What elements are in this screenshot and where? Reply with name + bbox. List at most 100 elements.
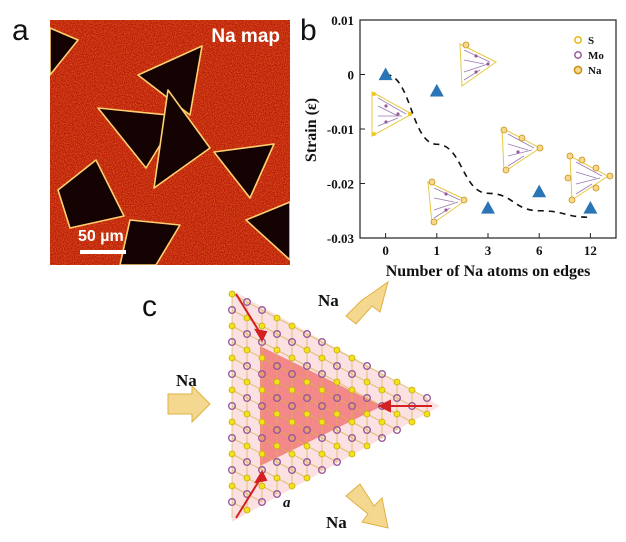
sulfur-atom	[363, 378, 371, 386]
panel-label-a: a	[12, 14, 29, 47]
sulfur-atom	[273, 314, 281, 322]
molybdenum-atom	[317, 465, 326, 474]
sulfur-atom	[318, 418, 326, 426]
molybdenum-atom	[392, 393, 401, 402]
data-point-triangle	[532, 184, 547, 198]
molybdenum-atom	[287, 401, 296, 410]
molybdenum-atom	[257, 497, 266, 506]
molybdenum-atom	[332, 457, 341, 466]
sulfur-atom	[318, 354, 326, 362]
y-axis-title: Strain (ε)	[303, 98, 320, 162]
sulfur-atom	[303, 474, 311, 482]
sulfur-atom	[228, 354, 236, 362]
molybdenum-atom	[377, 433, 386, 442]
molybdenum-atom	[347, 401, 356, 410]
molybdenum-atom	[317, 338, 326, 347]
mos2-lattice	[227, 290, 432, 518]
sulfur-atom	[243, 474, 251, 482]
sulfur-atom	[303, 378, 311, 386]
dark-crystal	[153, 89, 211, 189]
molybdenum-atom	[257, 433, 266, 442]
molybdenum-atom	[242, 457, 251, 466]
molybdenum-atom	[242, 298, 251, 307]
sulfur-atom	[333, 378, 341, 386]
sulfur-atom	[258, 482, 266, 490]
molybdenum-atom	[302, 457, 311, 466]
molybdenum-atom	[227, 369, 236, 378]
y-tick-label: -0.03	[327, 231, 355, 246]
na-arrow-left	[167, 384, 211, 424]
molybdenum-atom	[302, 361, 311, 370]
sulfur-atom	[303, 410, 311, 418]
sulfur-atom	[288, 354, 296, 362]
molybdenum-atom	[423, 393, 432, 402]
y-tick-label: 0	[348, 68, 355, 83]
dark-crystal	[50, 27, 79, 76]
molybdenum-atom	[257, 369, 266, 378]
x-tick-label: 6	[536, 243, 543, 258]
sulfur-atom	[273, 442, 281, 450]
sulfur-atom	[273, 378, 281, 386]
na-label-bottom: Na	[326, 513, 347, 532]
molybdenum-atom	[257, 401, 266, 410]
molybdenum-atom	[287, 369, 296, 378]
sulfur-atom	[393, 378, 401, 386]
molybdenum-atom	[272, 489, 281, 498]
data-point-triangle	[429, 83, 444, 97]
data-point-triangle	[481, 201, 495, 214]
molybdenum-atom	[227, 401, 236, 410]
sulfur-atom	[243, 346, 251, 354]
molybdenum-atom	[227, 433, 236, 442]
cluster-inset-12	[564, 152, 614, 204]
molybdenum-atom	[392, 425, 401, 434]
sulfur-atom	[228, 418, 236, 426]
sulfur-atom	[288, 482, 296, 490]
molybdenum-atom	[302, 393, 311, 402]
strain-chart: 0.01 0 -0.01 -0.02 -0.03 0 1 3 6 12 Number of Na…	[303, 13, 617, 280]
molybdenum-atom	[347, 433, 356, 442]
molybdenum-atom	[242, 393, 251, 402]
sulfur-atom	[348, 418, 356, 426]
sulfur-atom	[243, 378, 251, 386]
molybdenum-atom	[347, 369, 356, 378]
na-label-left: Na	[176, 371, 197, 390]
na-map-texture	[50, 20, 290, 265]
molybdenum-atom	[362, 425, 371, 434]
scale-bar-label: 50 µm	[78, 228, 124, 245]
sulfur-atom	[243, 506, 251, 514]
sulfur-atom	[333, 442, 341, 450]
molybdenum-atom	[302, 330, 311, 339]
panel-label-c: c	[142, 290, 157, 323]
legend-marker-mo	[574, 51, 582, 59]
dark-crystal	[137, 45, 203, 116]
sulfur-atom	[363, 442, 371, 450]
na-arrow-top	[345, 280, 389, 325]
y-tick-label: 0.01	[331, 13, 354, 28]
legend-label-na: Na	[588, 65, 602, 77]
sulfur-atom	[303, 346, 311, 354]
sulfur-atom	[363, 410, 371, 418]
sulfur-atom	[288, 322, 296, 330]
legend-label-mo: Mo	[588, 50, 604, 62]
sulfur-atom	[393, 410, 401, 418]
na-map-image: Na map 50 µm	[50, 20, 290, 265]
molybdenum-atom	[227, 338, 236, 347]
molybdenum-atom	[257, 306, 266, 315]
x-axis-title: Number of Na atoms on edges	[386, 263, 591, 280]
y-axis-ticks: 0.01 0 -0.01 -0.02 -0.03	[327, 13, 365, 246]
sulfur-atom	[243, 410, 251, 418]
sulfur-atom	[333, 410, 341, 418]
map-title: Na map	[211, 26, 280, 47]
dark-crystal	[245, 201, 290, 261]
legend-marker-na	[573, 65, 583, 75]
sulfur-atom	[273, 346, 281, 354]
sulfur-atom	[273, 474, 281, 482]
molybdenum-atom	[287, 465, 296, 474]
molybdenum-atom	[332, 361, 341, 370]
x-tick-label: 3	[485, 243, 492, 258]
sulfur-atom	[258, 386, 266, 394]
x-tick-label: 0	[382, 243, 389, 258]
sulfur-atom	[348, 450, 356, 458]
sulfur-atom	[348, 386, 356, 394]
sulfur-atom	[318, 386, 326, 394]
